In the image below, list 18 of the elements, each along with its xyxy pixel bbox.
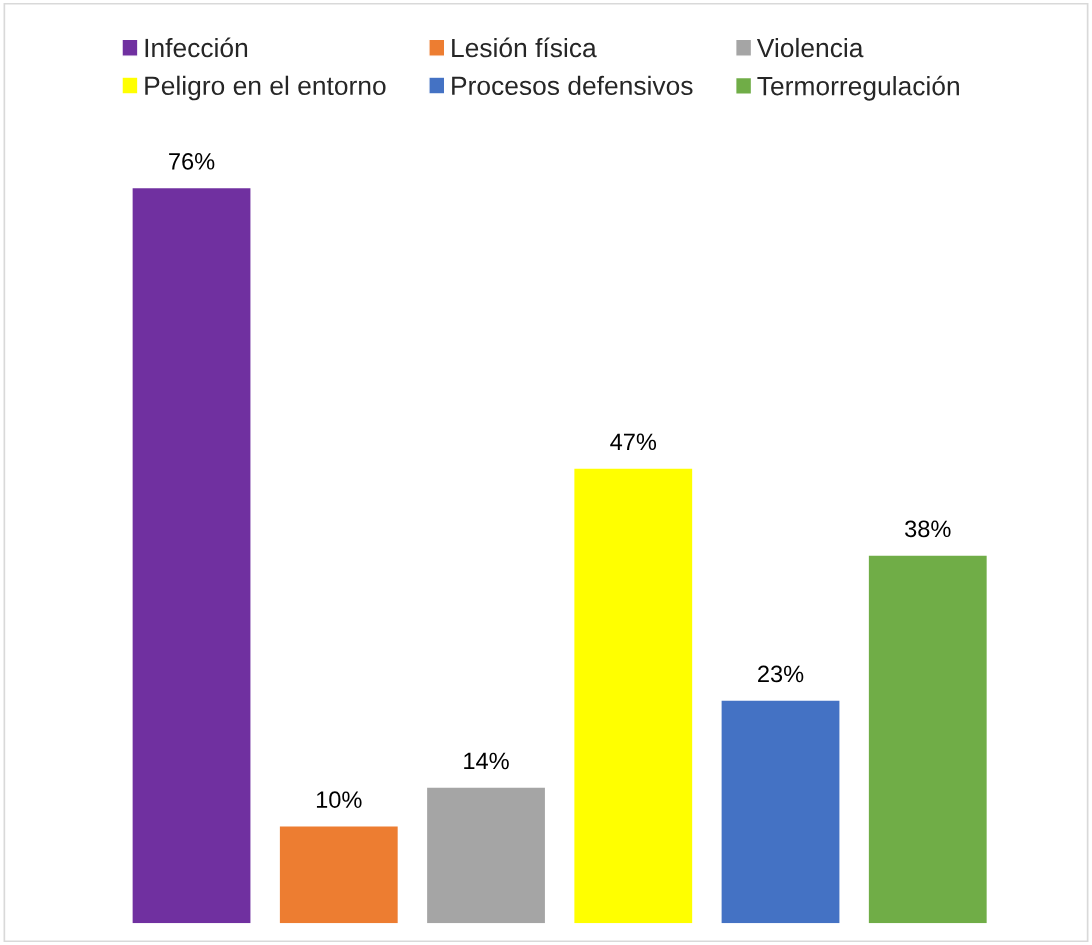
- legend-label: Termorregulación: [757, 75, 959, 101]
- bar: [574, 468, 693, 924]
- data-label: 76%: [169, 152, 215, 170]
- bar: [868, 555, 987, 924]
- data-label: 10%: [316, 791, 362, 808]
- legend-label: Procesos defensivos: [452, 75, 693, 96]
- legend-label: Violencia: [756, 37, 864, 58]
- legend-label: Lesión física: [452, 37, 597, 58]
- bar: [279, 826, 398, 924]
- bar: [427, 787, 545, 924]
- legend-label: Peligro en el entorno: [145, 75, 386, 101]
- data-label: 14%: [464, 752, 509, 770]
- data-label: 38%: [905, 520, 951, 538]
- bar: [721, 700, 840, 924]
- data-label: 23%: [758, 665, 804, 683]
- bar: [132, 188, 251, 924]
- data-label: 47%: [610, 433, 657, 451]
- legend-label: Infección: [145, 37, 248, 58]
